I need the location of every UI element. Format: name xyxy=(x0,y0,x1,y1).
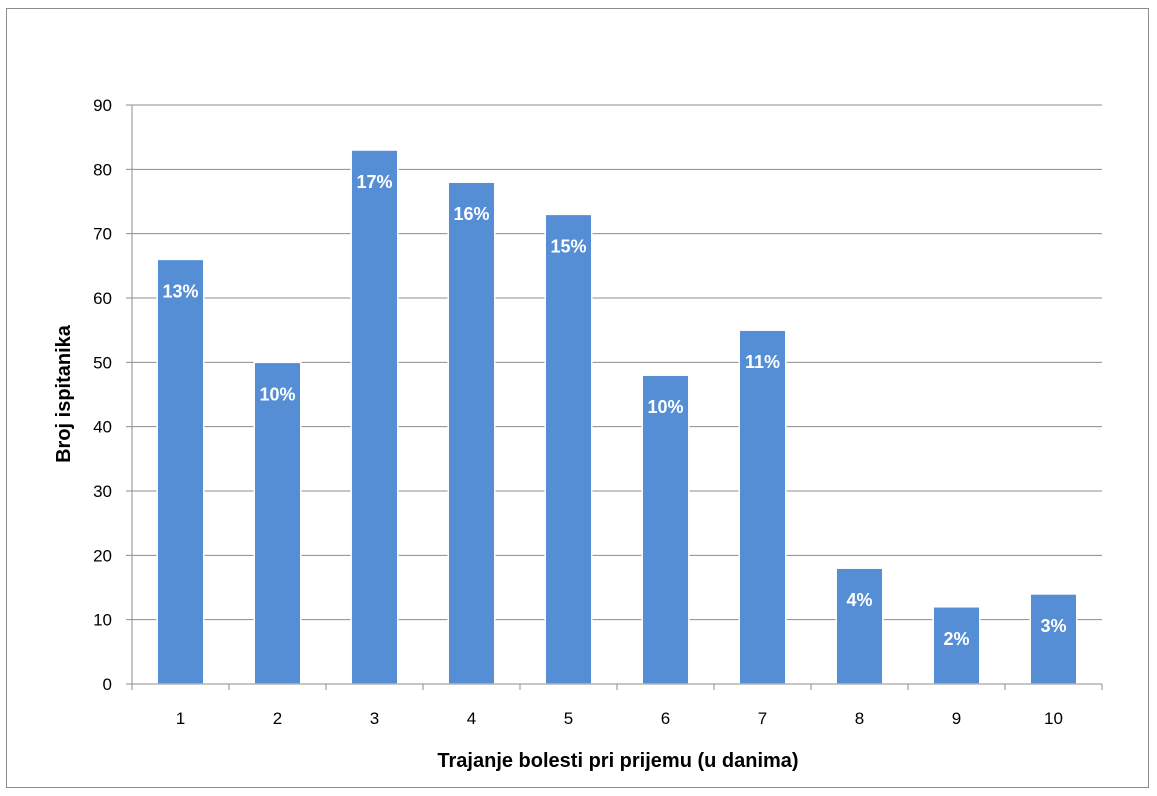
x-tick-label: 7 xyxy=(758,709,767,728)
x-tick-label: 4 xyxy=(467,709,476,728)
x-tick-label: 6 xyxy=(661,709,670,728)
labels: 010203040506070809013%10%17%16%15%10%11%… xyxy=(93,96,1066,728)
y-tick-label: 50 xyxy=(93,353,112,372)
data-label: 2% xyxy=(943,629,969,649)
bar xyxy=(156,258,205,685)
data-label: 10% xyxy=(259,384,295,404)
x-tick-label: 2 xyxy=(273,709,282,728)
bar xyxy=(641,374,690,685)
y-tick-label: 10 xyxy=(93,611,112,630)
y-axis-title: Broj ispitanika xyxy=(53,324,75,463)
y-tick-label: 40 xyxy=(93,418,112,437)
data-label: 11% xyxy=(745,352,780,372)
x-tick-label: 9 xyxy=(952,709,961,728)
x-tick-label: 5 xyxy=(564,709,573,728)
bars xyxy=(156,149,1078,685)
y-tick-label: 0 xyxy=(103,675,112,694)
axes xyxy=(126,104,1103,690)
x-tick-label: 8 xyxy=(855,709,864,728)
data-label: 4% xyxy=(846,590,872,610)
x-axis-title: Trajanje bolesti pri prijemu (u danima) xyxy=(437,750,798,772)
y-tick-label: 60 xyxy=(93,289,112,308)
data-label: 15% xyxy=(550,236,586,256)
bar xyxy=(835,567,884,685)
x-tick-label: 1 xyxy=(176,709,185,728)
bar xyxy=(253,361,302,685)
y-tick-label: 70 xyxy=(93,225,112,244)
data-label: 10% xyxy=(647,397,683,417)
y-tick-label: 30 xyxy=(93,482,112,501)
bar xyxy=(1029,593,1078,685)
y-tick-label: 20 xyxy=(93,546,112,565)
data-label: 3% xyxy=(1040,616,1066,636)
data-label: 13% xyxy=(162,281,198,301)
bar xyxy=(738,329,787,685)
data-label: 16% xyxy=(453,204,489,224)
x-tick-label: 10 xyxy=(1044,709,1063,728)
x-tick-label: 3 xyxy=(370,709,379,728)
data-label: 17% xyxy=(356,172,392,192)
y-tick-label: 80 xyxy=(93,160,112,179)
y-tick-label: 90 xyxy=(93,96,112,115)
bar xyxy=(544,213,593,685)
bar xyxy=(350,149,399,685)
bar xyxy=(447,181,496,685)
